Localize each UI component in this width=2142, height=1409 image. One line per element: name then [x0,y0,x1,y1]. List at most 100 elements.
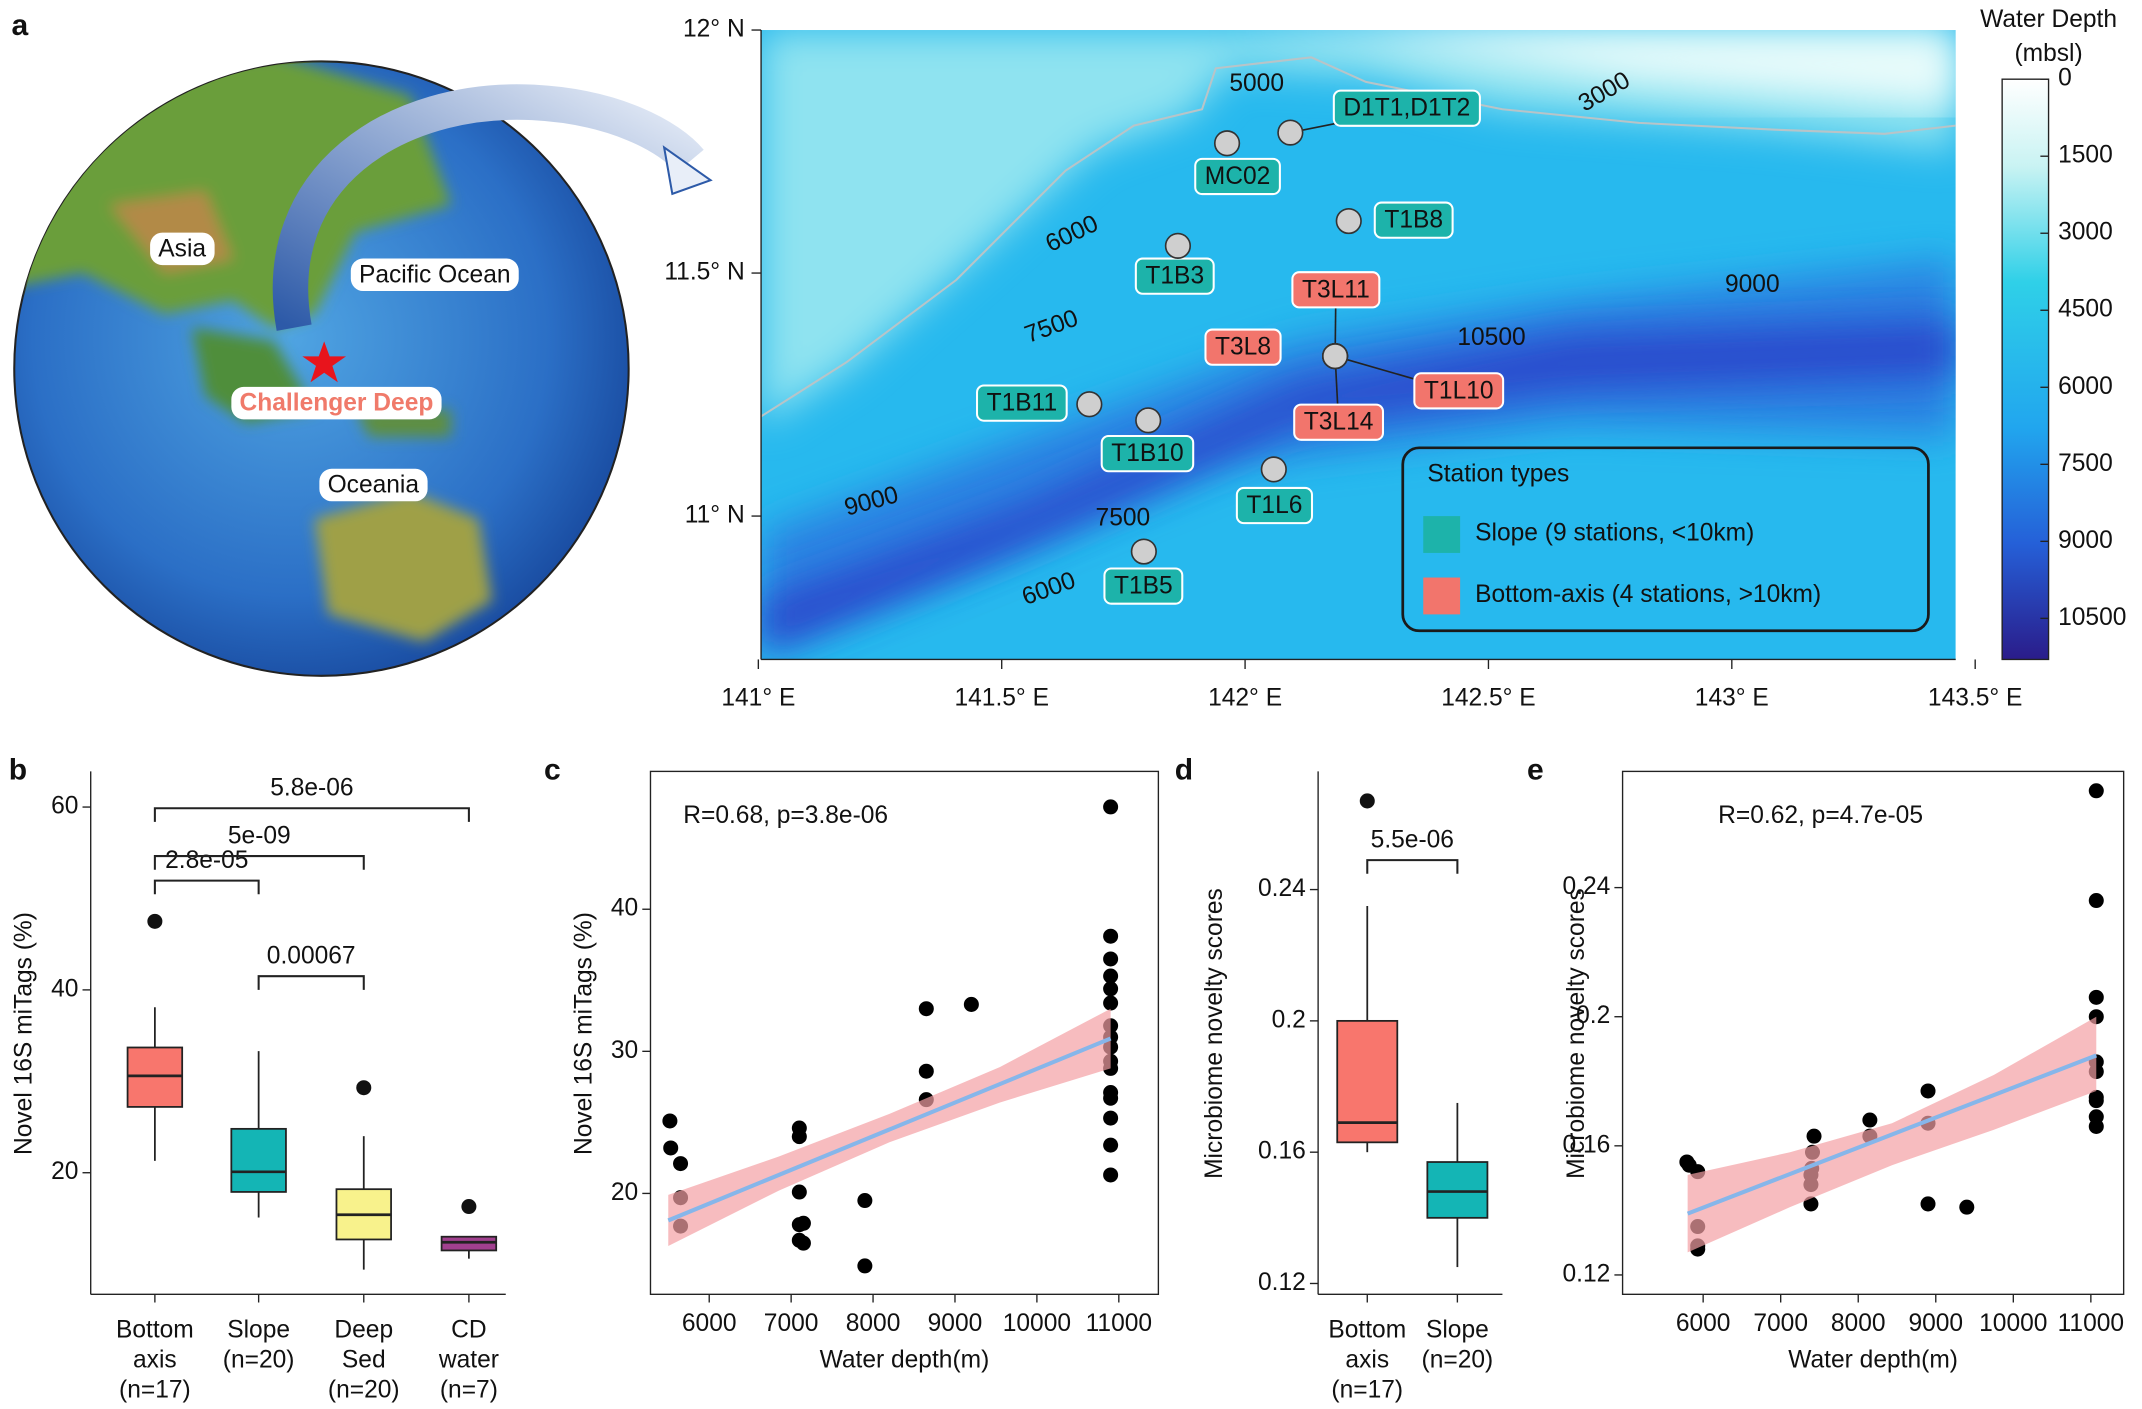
station-label: T1B3 [1145,263,1204,290]
x-tick-label: 11000 [2058,1310,2124,1337]
station [1076,391,1103,418]
x-tick-label: (n=7) [440,1377,498,1404]
significance-label: 5.5e-06 [1371,827,1454,854]
x-tick-label: 141.5° E [954,685,1049,712]
colorbar-tick-label: 0 [2058,65,2072,92]
station-label-box [1204,328,1282,366]
station [1164,232,1192,259]
globe-label: Asia [158,235,206,262]
point [663,1140,679,1156]
y-tick-label: 0.2 [1272,1006,1306,1033]
x-axis-label: Water depth(m) [820,1347,990,1374]
y-tick-label: 0.24 [1258,875,1306,902]
x-tick-label: (n=20) [328,1377,400,1404]
x-tick-label: (n=20) [1422,1347,1494,1374]
significance-bracket [153,879,260,895]
station-label-box [1373,201,1454,239]
point [791,1129,807,1145]
station-label: T3L11 [1302,276,1370,303]
y-tick-label: 20 [611,1179,638,1206]
station-label-box [1291,271,1381,309]
panel-label: d [1175,753,1193,786]
y-axis-label: Novel 16S miTags (%) [11,912,38,1155]
point [963,996,979,1012]
point [918,1063,934,1079]
box [126,1046,184,1108]
point [1920,1196,1936,1212]
colorbar-title: (mbsl) [2014,40,2082,67]
colorbar-tick-label: 9000 [2058,527,2113,554]
station-label: MC02 [1205,163,1271,190]
y-tick-label: 0.12 [1562,1260,1610,1287]
y-axis-label: Microbiome novelty scores [1563,888,1590,1179]
y-tick-label: 0.12 [1258,1269,1306,1296]
point [918,1001,934,1017]
x-tick-label: 142° E [1208,685,1282,712]
x-tick-label: (n=20) [223,1347,295,1374]
station-label-box [1235,486,1314,525]
station [1322,343,1349,370]
station-label: T3L8 [1215,334,1271,361]
station [1335,207,1362,235]
bathymetry [761,30,1956,660]
contour-label: 5000 [1229,70,1284,97]
legend-swatch [1423,516,1461,553]
outlier [356,1080,372,1096]
plot-frame [649,770,1160,1295]
point [1103,1167,1119,1183]
point [857,1193,873,1209]
panel-label: a [12,9,29,42]
point [662,1113,678,1129]
point [1103,1110,1119,1126]
y-tick-label: 30 [611,1037,638,1064]
y-tick-label: 0.24 [1562,873,1610,900]
outlier [147,913,163,929]
x-tick-label: 10000 [1003,1310,1071,1337]
label-box [150,232,215,266]
y-tick-label: 40 [611,895,638,922]
significance-label: 5.8e-06 [270,775,353,802]
annotation: R=0.68, p=3.8e-06 [683,802,888,829]
x-tick-label: 6000 [682,1310,737,1337]
station-label: T1B5 [1114,573,1173,600]
legend-label: Slope (9 stations, <10km) [1475,519,1754,546]
x-tick-label: Bottom [1328,1317,1406,1344]
x-tick-label: (n=17) [1331,1377,1403,1404]
y-tick-label: 12° N [683,16,745,43]
plot-frame [1621,770,2125,1295]
station-label: T1B8 [1384,207,1443,234]
y-tick-label: 0.16 [1562,1131,1610,1158]
station-label-box [975,384,1068,422]
x-tick-label: 143.5° E [1928,685,2023,712]
point [2088,1093,2104,1109]
annotation: R=0.62, p=4.7e-05 [1718,802,1923,829]
x-tick-label: 11000 [1086,1310,1152,1337]
point [673,1156,689,1172]
label-box [319,468,428,502]
colorbar-tick-label: 3000 [2058,219,2113,246]
x-tick-label: Deep [334,1317,393,1344]
station [1135,407,1162,434]
x-tick-label: 141° E [721,685,795,712]
panel-label: b [9,753,27,786]
station-label-box [1332,89,1481,127]
box [440,1235,498,1252]
panel-label: c [544,753,561,786]
x-tick-label: 8000 [846,1310,901,1337]
point [1862,1112,1878,1128]
y-tick-label: 11.5° N [664,259,744,286]
y-axis-label: Microbiome novelty scores [1201,888,1228,1179]
point [2088,989,2104,1005]
panel-label: e [1527,753,1544,786]
box [230,1127,287,1193]
y-tick-label: 0.2 [1576,1002,1610,1029]
station [1260,456,1287,483]
station-labels: D1T1,D1T2 MC02 T1B8 T1B3 T3L11 T3L8 T1L10 T3L14… [975,89,1505,605]
significance-label: 0.00067 [267,943,356,970]
x-tick-label: Bottom [116,1317,194,1344]
x-tick-label: axis [133,1347,177,1374]
x-tick-label: CD [451,1317,486,1344]
label-box [231,386,442,420]
point [1103,1137,1119,1153]
